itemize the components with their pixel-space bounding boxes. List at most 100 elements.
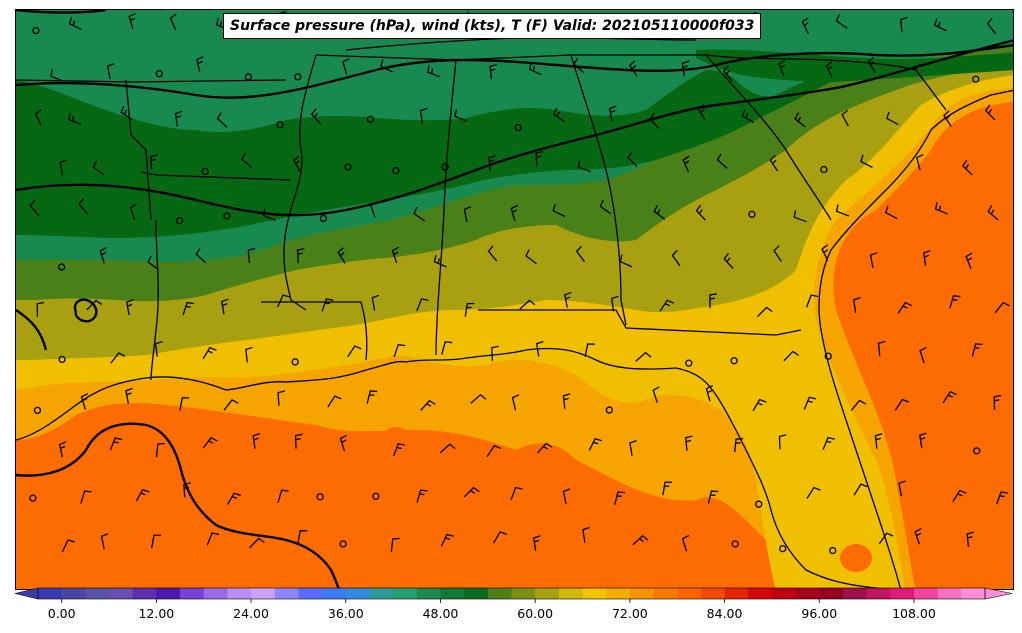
wind-barb [393, 443, 406, 457]
wind-barb [709, 293, 717, 308]
colorbar-bin [866, 588, 891, 599]
colorbar-ticks: 0.00 12.00 24.00 36.00 48.00 60.00 72.00 84.00 9… [48, 599, 936, 621]
colorbar-tick-label: 36.00 [328, 606, 364, 621]
wind-barb [488, 155, 497, 171]
colorbar-bin [487, 588, 513, 599]
wind-barb [154, 340, 163, 357]
border-arkansas-missouri [16, 79, 287, 83]
wind-barb [627, 151, 638, 168]
border-nc-sc [705, 54, 947, 111]
wind-barb [439, 443, 456, 454]
wind-barb [756, 306, 773, 318]
calm-station-circle [223, 212, 231, 220]
colorbar-bin [961, 588, 986, 599]
colorbar-bin [819, 588, 844, 599]
calm-station-circle [291, 358, 299, 366]
wind-barb [584, 343, 595, 357]
wind-barb [420, 399, 436, 411]
wind-barb [86, 299, 103, 311]
wind-barb [277, 294, 290, 308]
wind-barb [80, 393, 89, 410]
wind-barb [347, 345, 362, 358]
wind-barb [100, 533, 109, 550]
wind-barb [952, 489, 967, 502]
colorbar-bin [345, 588, 371, 599]
colorbar-bin [724, 588, 749, 599]
wind-barb [249, 537, 265, 549]
border-tennessee [315, 54, 706, 61]
wind-barb [419, 107, 428, 124]
wind-barb [252, 433, 261, 449]
wind-barb [371, 294, 380, 311]
colorbar-bin [416, 588, 442, 599]
wind-barb [78, 198, 89, 215]
border-mississippi-river [283, 54, 317, 311]
wind-barb [296, 248, 305, 264]
wind-barb [339, 434, 347, 452]
wind-barb [695, 204, 706, 221]
wind-barb [835, 14, 848, 29]
wind-barb [174, 110, 183, 127]
wind-barb [464, 302, 475, 317]
wind-barb [147, 255, 160, 271]
calm-station-circle [58, 263, 66, 271]
colorbar-bin [558, 588, 584, 599]
wind-barb [416, 489, 428, 503]
calm-station-circle [973, 447, 981, 455]
wind-barb [635, 351, 652, 362]
wind-barb [454, 109, 468, 122]
wind-barb [769, 154, 779, 172]
wind-barb [370, 201, 378, 218]
wind-barb [525, 249, 537, 265]
wind-barb [380, 59, 393, 73]
calm-station-circle [33, 406, 42, 415]
wind-barb [310, 108, 322, 125]
wind-barb [671, 249, 681, 267]
wind-barb [805, 294, 819, 308]
wind-barb [599, 199, 612, 215]
wind-barb [433, 254, 447, 268]
colorbar-bin [629, 588, 655, 599]
colorbar-extend-low [14, 587, 39, 600]
wind-barb [391, 246, 399, 264]
wind-barb [575, 245, 586, 263]
wind-barb [202, 436, 218, 449]
colorbar-tick-label: 72.00 [612, 606, 648, 621]
calm-station-circle [972, 75, 980, 83]
wind-barb [850, 399, 866, 411]
colorbar-bin [535, 588, 560, 599]
isobar-contours [16, 10, 1013, 589]
wind-barb [934, 18, 947, 32]
wind-barb [179, 397, 190, 411]
wind-barb [366, 390, 378, 404]
calm-station-circle [276, 121, 284, 129]
wind-barb [510, 486, 523, 501]
wind-barb [867, 56, 876, 74]
isobar-line [16, 39, 1013, 217]
wind-barb [245, 346, 253, 363]
wind-barb [221, 298, 229, 315]
colorbar-bin [795, 588, 820, 599]
temp-band-orange [840, 544, 872, 572]
calm-station-circle [755, 500, 763, 508]
wind-barb [869, 252, 878, 269]
colorbar-bin [937, 588, 962, 599]
wind-barb [528, 62, 542, 76]
wind-barb [853, 297, 861, 313]
wind-barb [996, 491, 1009, 505]
colorbar-tick-label: 60.00 [517, 606, 553, 621]
wind-barb [697, 104, 706, 121]
calm-station-circle [685, 359, 693, 367]
wind-barb [511, 394, 520, 411]
temp-band-deep-green [16, 65, 856, 238]
wind-barb [773, 245, 782, 262]
wind-barb [733, 438, 744, 453]
calm-station-circle [820, 165, 828, 174]
wind-barb [722, 65, 733, 82]
colorbar-tick-label: 108.00 [892, 606, 936, 621]
wind-barb [841, 109, 849, 127]
isobar-line [16, 44, 1013, 99]
wind-barb [277, 390, 286, 406]
wind-barb [629, 439, 637, 456]
calm-station-circle [514, 123, 522, 132]
